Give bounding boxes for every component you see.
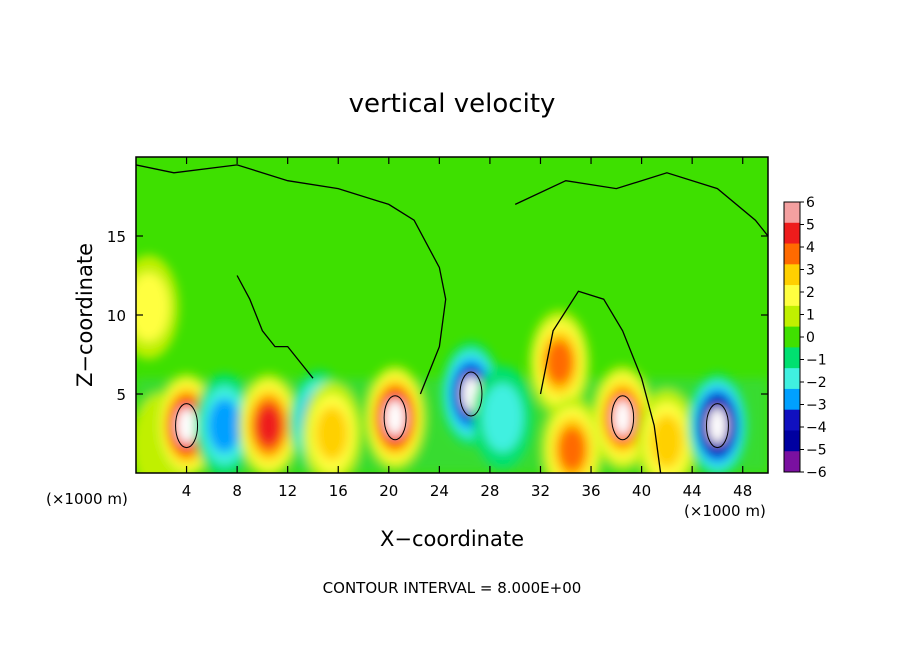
colorbar-swatch [784,451,800,473]
y-axis-label: Z−coordinate [73,243,97,387]
x-tick-label: 32 [531,482,550,500]
x-tick-label: 16 [329,482,348,500]
y-tick-label: 5 [116,386,126,404]
velocity-cell [472,365,533,470]
x-tick-label: 28 [480,482,499,500]
velocity-core [177,407,196,444]
colorbar-label: −2 [806,375,827,391]
velocity-ring [208,398,241,453]
chart-title: vertical velocity [349,89,556,119]
velocity-ring [256,405,282,446]
colorbar-label: −5 [806,443,827,459]
velocity-core [708,407,727,444]
x-tick-label: 44 [683,482,702,500]
core-contour [459,371,483,417]
zero-contour [514,172,768,237]
core-contour [383,395,407,441]
velocity-ring [650,414,684,469]
colorbar-swatch [784,409,800,431]
colorbar: 6 5 4 3 2 1 0 −1 −2 −3 −4 −5 −6 [783,195,827,481]
colorbar-swatch [784,285,800,307]
contour-lines [136,164,768,473]
y-axis-ticks: 5 10 15 [107,228,768,404]
x-tick-label: 12 [278,482,297,500]
colorbar-swatch [784,202,800,224]
velocity-cell [194,373,255,473]
colorbar-label: −6 [806,465,827,481]
colorbar-swatch [784,264,800,286]
velocity-core [386,399,405,436]
zero-contour [539,290,662,473]
colorbar-swatch [784,222,800,245]
colorbar-swatch [784,347,800,369]
core-contour [705,403,729,449]
velocity-cell [136,255,179,360]
x-tick-label: 4 [182,482,192,500]
colorbar-swatch [784,388,800,411]
colorbar-swatch [784,326,800,348]
velocity-cell [529,310,590,415]
velocity-ring [315,406,349,461]
colorbar-swatch [784,305,800,328]
colorbar-label: 6 [806,195,815,211]
y-tick-label: 15 [107,228,126,246]
colorbar-label: 0 [806,330,815,346]
colorbar-label: 3 [806,263,815,279]
colorbar-label: 4 [806,240,815,256]
velocity-cell [542,397,603,473]
x-tick-label: 48 [733,482,752,500]
velocity-ring [136,272,170,342]
x-axis-label: X−coordinate [380,527,524,551]
velocity-cell [238,373,299,473]
velocity-cell [301,381,362,473]
velocity-cell [636,389,697,473]
velocity-field [136,255,768,473]
core-contour [611,395,635,441]
x-tick-label: 36 [581,482,600,500]
velocity-cell [365,365,426,470]
x-units-left: (×1000 m) [46,490,128,508]
colorbar-label: 5 [806,218,815,234]
velocity-cell [687,373,748,473]
zero-contour [236,275,314,379]
x-units-right: (×1000 m) [684,502,766,520]
colorbar-swatch [784,368,800,390]
y-tick-label: 10 [107,307,126,325]
x-tick-label: 24 [430,482,449,500]
velocity-ring [545,339,574,386]
velocity-core [613,399,632,436]
colorbar-label: 2 [806,285,815,301]
core-contour [175,403,199,449]
colorbar-swatch [784,243,800,265]
contour-interval-note: CONTOUR INTERVAL = 8.000E+00 [323,579,582,597]
x-tick-label: 20 [379,482,398,500]
colorbar-swatch [784,430,800,452]
colorbar-label: 1 [806,308,815,324]
colorbar-label: −3 [806,398,827,414]
colorbar-label: −1 [806,353,827,369]
colorbar-label: −4 [806,420,827,436]
x-tick-label: 40 [632,482,651,500]
x-tick-label: 8 [232,482,242,500]
x-axis-ticks: 4 8 12 16 20 24 28 32 36 40 44 48 [182,157,752,500]
velocity-ring [482,383,523,453]
velocity-ring [558,426,587,472]
zero-contour [136,164,447,395]
